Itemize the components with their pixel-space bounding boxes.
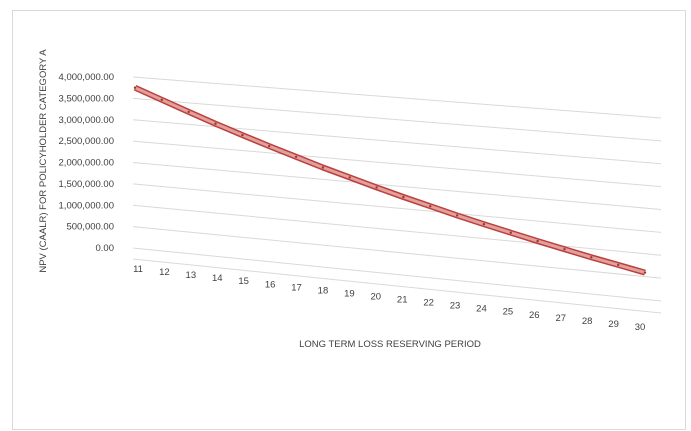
gridline — [132, 97, 662, 142]
data-point — [375, 186, 378, 189]
x-tick-label: 12 — [159, 267, 170, 278]
data-point — [268, 144, 271, 148]
y-tick-label: 3,500,000.00 — [59, 93, 114, 104]
y-tick-labels: 4,000,000.00 3,500,000.00 3,000,000.00 2,50… — [59, 72, 114, 254]
floor-line — [132, 258, 662, 314]
x-tick-label: 30 — [635, 322, 646, 333]
data-point — [294, 155, 298, 158]
data-point — [482, 223, 486, 226]
data-point — [590, 256, 593, 259]
x-tick-label: 29 — [608, 319, 619, 330]
x-tick-label: 18 — [318, 285, 329, 296]
y-tick-label: 2,500,000.00 — [59, 136, 114, 147]
data-point — [509, 231, 512, 234]
x-tick-label: 26 — [529, 310, 540, 321]
data-point — [563, 248, 566, 251]
x-tick-label: 25 — [503, 307, 514, 318]
y-axis-title: NPV (CAALR) FOR POLICYHOLDER CATEGORY A — [38, 49, 49, 273]
x-tick-label: 20 — [371, 291, 382, 302]
data-point — [643, 271, 647, 274]
x-tick-label: 17 — [291, 282, 302, 293]
x-tick-label: 16 — [265, 279, 276, 290]
data-point — [133, 86, 137, 89]
y-tick-label: 1,000,000.00 — [59, 200, 114, 211]
y-tick-label: 500,000.00 — [66, 222, 114, 233]
x-tick-label: 11 — [133, 264, 143, 275]
gridline — [132, 76, 662, 119]
x-tick-label: 19 — [344, 288, 355, 299]
data-point — [536, 239, 539, 243]
series-group — [133, 84, 647, 276]
series-line-edge — [133, 84, 646, 276]
x-tick-labels: 11 12 13 14 15 16 17 18 19 20 21 22 23 24 25 26 27 28 29 30 — [133, 264, 645, 333]
data-point — [348, 176, 351, 179]
gridline — [132, 247, 662, 302]
y-tick-label: 3,000,000.00 — [59, 115, 114, 126]
y-tick-label: 4,000,000.00 — [59, 72, 114, 83]
gridline — [132, 140, 662, 188]
y-tick-label: 1,500,000.00 — [59, 179, 114, 190]
x-tick-label: 24 — [476, 304, 487, 315]
x-tick-label: 21 — [397, 295, 408, 306]
data-point — [455, 214, 459, 217]
gridline — [132, 183, 662, 233]
chart-svg: 4,000,000.00 3,500,000.00 3,000,000.00 2,50… — [38, 49, 662, 350]
series-line — [134, 86, 646, 275]
x-tick-label: 22 — [423, 298, 434, 309]
data-point — [241, 133, 244, 137]
y-tick-label: 0.00 — [96, 243, 115, 254]
gridline — [132, 162, 662, 210]
x-tick-label: 13 — [186, 270, 197, 281]
x-tick-label: 23 — [450, 301, 461, 312]
data-point — [187, 110, 190, 114]
x-axis-title: LONG TERM LOSS RESERVING PERIOD — [299, 339, 481, 350]
x-tick-label: 14 — [212, 273, 223, 284]
data-point — [160, 98, 163, 102]
y-tick-label: 2,000,000.00 — [59, 158, 114, 169]
gridline — [132, 119, 662, 165]
data-point — [429, 205, 432, 208]
x-tick-label: 27 — [555, 313, 566, 324]
data-point — [214, 122, 217, 125]
data-point — [617, 263, 620, 267]
chart-area: 4,000,000.00 3,500,000.00 3,000,000.00 2,50… — [12, 10, 686, 430]
x-tick-label: 28 — [582, 316, 593, 327]
data-point — [321, 166, 325, 169]
x-tick-label: 15 — [238, 276, 249, 287]
gridline — [132, 226, 662, 279]
data-point — [402, 195, 405, 199]
gridline — [132, 204, 662, 256]
